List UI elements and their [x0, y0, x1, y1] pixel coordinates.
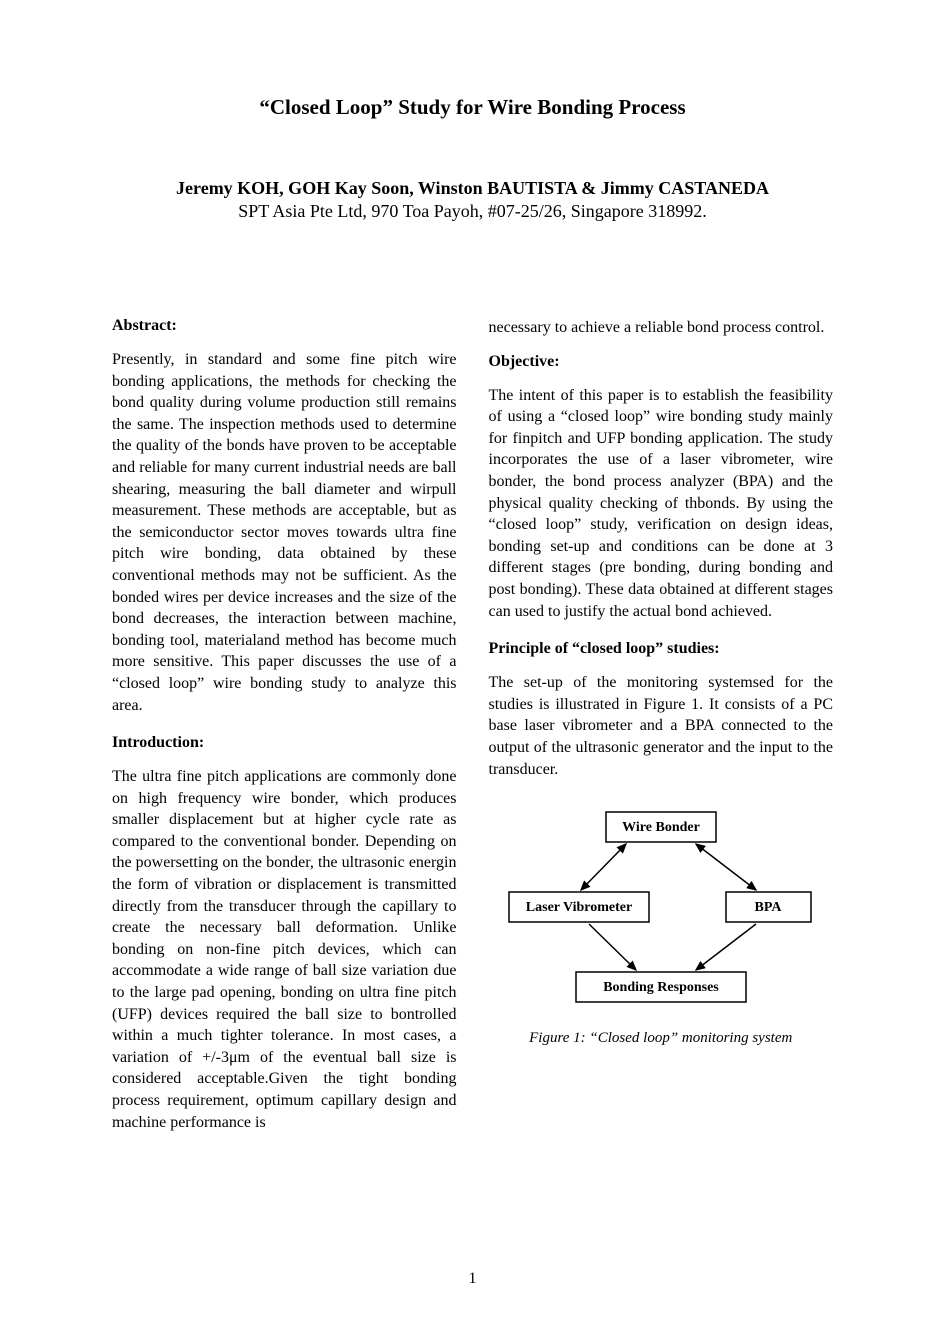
objective-body: The intent of this paper is to establish…: [489, 385, 834, 623]
closed-loop-diagram: Wire Bonder Laser Vibrometer BPA Bonding…: [501, 804, 821, 1014]
edge-wb-bpa: [696, 844, 756, 890]
left-column: Abstract: Presently, in standard and som…: [112, 317, 457, 1151]
edge-bpa-br: [696, 924, 756, 970]
two-column-layout: Abstract: Presently, in standard and som…: [112, 317, 833, 1151]
introduction-heading: Introduction:: [112, 734, 457, 752]
introduction-continued: necessary to achieve a reliable bond pro…: [489, 317, 834, 339]
figure-1-container: Wire Bonder Laser Vibrometer BPA Bonding…: [489, 804, 834, 1047]
page-number: 1: [0, 1270, 945, 1288]
objective-heading: Objective:: [489, 353, 834, 371]
wire-bonder-label: Wire Bonder: [622, 820, 700, 835]
right-column: necessary to achieve a reliable bond pro…: [489, 317, 834, 1151]
figure-1-caption: Figure 1: “Closed loop” monitoring syste…: [489, 1030, 834, 1047]
paper-title: “Closed Loop” Study for Wire Bonding Pro…: [112, 95, 833, 120]
principle-heading: Principle of “closed loop” studies:: [489, 640, 834, 658]
affiliation-line: SPT Asia Pte Ltd, 970 Toa Payoh, #07-25/…: [112, 201, 833, 222]
document-page: “Closed Loop” Study for Wire Bonding Pro…: [0, 0, 945, 1338]
principle-body: The set-up of the monitoring systemsed f…: [489, 672, 834, 780]
bonding-responses-label: Bonding Responses: [603, 980, 719, 995]
laser-vibrometer-label: Laser Vibrometer: [526, 900, 632, 915]
edge-wb-lv: [581, 844, 626, 890]
bpa-label: BPA: [754, 900, 782, 915]
introduction-body: The ultra fine pitch applications are co…: [112, 766, 457, 1133]
edge-lv-br: [589, 924, 636, 970]
abstract-heading: Abstract:: [112, 317, 457, 335]
authors-line: Jeremy KOH, GOH Kay Soon, Winston BAUTIS…: [112, 178, 833, 199]
abstract-body: Presently, in standard and some fine pit…: [112, 349, 457, 716]
